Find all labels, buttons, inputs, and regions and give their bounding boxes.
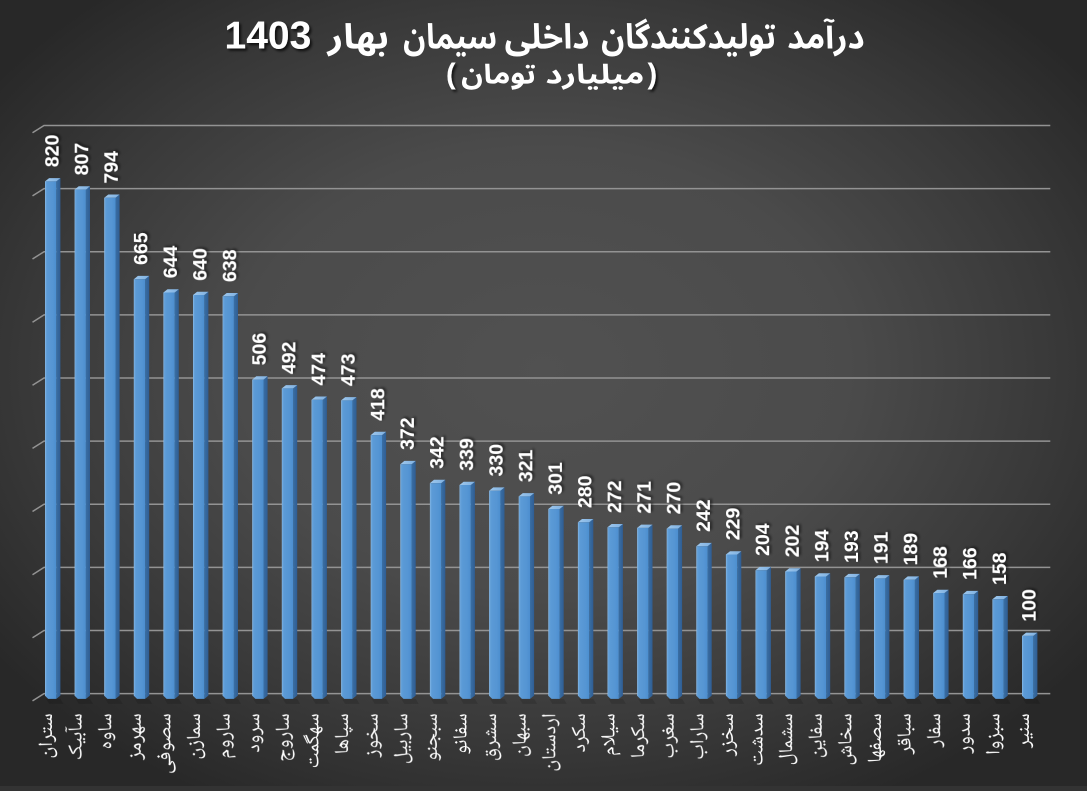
svg-text:342: 342 bbox=[427, 436, 449, 469]
svg-text:473: 473 bbox=[338, 354, 360, 387]
svg-text:168: 168 bbox=[930, 546, 952, 579]
svg-text:665: 665 bbox=[130, 232, 152, 265]
svg-text:191: 191 bbox=[871, 532, 893, 565]
svg-text:229: 229 bbox=[723, 508, 745, 541]
svg-text:100: 100 bbox=[1019, 589, 1041, 622]
svg-text:640: 640 bbox=[190, 248, 212, 281]
svg-text:330: 330 bbox=[486, 444, 508, 477]
svg-text:638: 638 bbox=[219, 249, 241, 282]
svg-text:): ) bbox=[648, 59, 658, 91]
svg-text:202: 202 bbox=[782, 525, 804, 558]
svg-text:270: 270 bbox=[663, 482, 685, 515]
svg-text:506: 506 bbox=[249, 333, 271, 366]
svg-text:(: ( bbox=[446, 59, 456, 91]
svg-text:204: 204 bbox=[752, 523, 774, 556]
svg-text:339: 339 bbox=[456, 438, 478, 471]
svg-text:301: 301 bbox=[545, 462, 567, 495]
svg-text:644: 644 bbox=[160, 246, 182, 279]
svg-text:474: 474 bbox=[308, 353, 330, 386]
svg-text:242: 242 bbox=[693, 499, 715, 532]
svg-text:794: 794 bbox=[101, 151, 123, 184]
svg-text:194: 194 bbox=[811, 530, 833, 563]
svg-text:272: 272 bbox=[604, 480, 626, 513]
svg-text:193: 193 bbox=[841, 530, 863, 563]
svg-text:1403: 1403 bbox=[225, 15, 312, 58]
svg-text:372: 372 bbox=[397, 417, 419, 450]
svg-text:158: 158 bbox=[989, 552, 1011, 585]
svg-text:321: 321 bbox=[515, 450, 537, 483]
svg-text:166: 166 bbox=[959, 547, 981, 580]
svg-text:492: 492 bbox=[278, 342, 300, 375]
svg-text:807: 807 bbox=[71, 143, 93, 176]
svg-text:271: 271 bbox=[634, 481, 656, 514]
svg-text:280: 280 bbox=[575, 475, 597, 508]
svg-text:418: 418 bbox=[367, 388, 389, 421]
svg-text:820: 820 bbox=[42, 135, 64, 168]
svg-text:189: 189 bbox=[900, 533, 922, 566]
